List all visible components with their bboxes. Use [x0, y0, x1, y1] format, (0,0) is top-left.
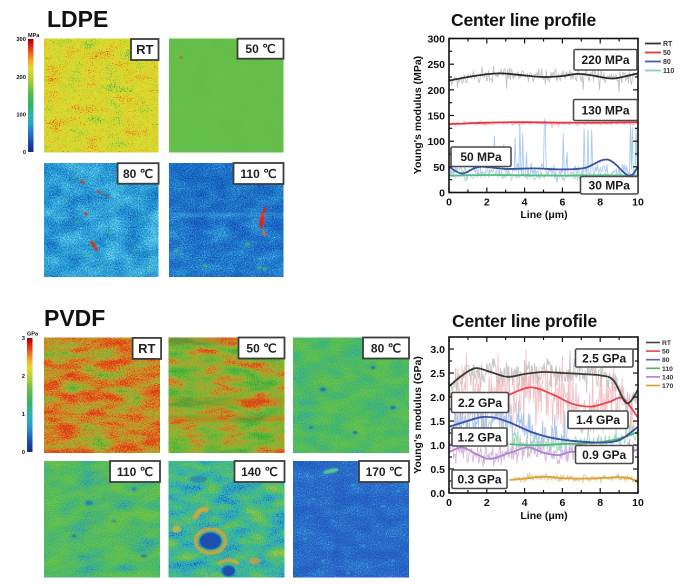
svg-text:100: 100 [427, 136, 445, 148]
svg-text:1: 1 [22, 412, 26, 418]
svg-text:1.5: 1.5 [430, 416, 445, 428]
svg-text:4: 4 [522, 497, 528, 509]
svg-text:RT: RT [662, 340, 672, 347]
svg-text:Young's modulus (MPa): Young's modulus (MPa) [412, 56, 424, 174]
svg-text:0: 0 [446, 497, 452, 509]
svg-text:0: 0 [446, 197, 452, 209]
svg-text:2.5 GPa: 2.5 GPa [582, 351, 626, 365]
svg-text:300: 300 [16, 37, 26, 43]
svg-text:3: 3 [22, 336, 26, 342]
svg-text:GPa: GPa [27, 332, 39, 338]
svg-text:100: 100 [16, 113, 26, 119]
svg-text:220 MPa: 220 MPa [581, 53, 629, 67]
svg-text:250: 250 [427, 59, 445, 71]
svg-text:Line (μm): Line (μm) [520, 209, 567, 221]
svg-text:2.2 GPa: 2.2 GPa [458, 396, 502, 410]
svg-text:30 MPa: 30 MPa [589, 179, 631, 193]
svg-text:170: 170 [662, 383, 674, 390]
svg-text:2: 2 [484, 197, 490, 209]
svg-text:200: 200 [16, 75, 26, 81]
svg-text:0: 0 [23, 150, 26, 156]
svg-text:0: 0 [22, 450, 25, 456]
svg-text:10: 10 [632, 197, 644, 209]
svg-text:6: 6 [559, 497, 565, 509]
svg-text:4: 4 [522, 197, 528, 209]
svg-text:PVDF: PVDF [44, 305, 105, 331]
svg-text:0.0: 0.0 [430, 488, 445, 500]
svg-text:2.0: 2.0 [430, 392, 445, 404]
svg-text:Center line profile: Center line profile [452, 311, 597, 331]
svg-text:50 ℃: 50 ℃ [245, 42, 275, 56]
svg-text:110 ℃: 110 ℃ [240, 167, 276, 181]
svg-text:8: 8 [597, 497, 603, 509]
svg-text:110: 110 [662, 366, 673, 373]
svg-text:300: 300 [427, 34, 445, 46]
svg-text:2.5: 2.5 [430, 368, 445, 380]
svg-text:2: 2 [22, 374, 25, 380]
svg-text:150: 150 [427, 111, 445, 123]
svg-text:Young's modulus (GPa): Young's modulus (GPa) [412, 356, 424, 474]
svg-text:6: 6 [559, 197, 565, 209]
svg-text:140 ℃: 140 ℃ [241, 465, 278, 479]
svg-text:LDPE: LDPE [47, 6, 108, 32]
svg-text:50 MPa: 50 MPa [460, 150, 502, 164]
svg-text:0.3 GPa: 0.3 GPa [457, 473, 501, 487]
svg-text:50: 50 [663, 50, 671, 57]
svg-text:50: 50 [662, 349, 670, 356]
svg-text:1.4 GPa: 1.4 GPa [576, 413, 620, 427]
svg-text:200: 200 [427, 85, 445, 97]
svg-text:80: 80 [663, 59, 671, 66]
svg-text:0: 0 [439, 188, 445, 200]
svg-text:110: 110 [663, 68, 674, 75]
svg-text:110 ℃: 110 ℃ [117, 465, 153, 479]
svg-text:170 ℃: 170 ℃ [366, 465, 403, 479]
svg-text:50: 50 [433, 162, 445, 174]
svg-text:1.2 GPa: 1.2 GPa [457, 430, 501, 444]
svg-text:1.0: 1.0 [430, 440, 445, 452]
svg-text:0.5: 0.5 [430, 464, 445, 476]
svg-text:2: 2 [484, 497, 490, 509]
svg-text:3.0: 3.0 [430, 344, 445, 356]
svg-text:8: 8 [597, 197, 603, 209]
svg-text:10: 10 [632, 497, 644, 509]
svg-text:50 ℃: 50 ℃ [246, 341, 276, 355]
svg-text:130 MPa: 130 MPa [581, 103, 629, 117]
svg-text:0.9 GPa: 0.9 GPa [582, 448, 626, 462]
svg-text:RT: RT [663, 41, 673, 48]
svg-text:80: 80 [662, 357, 670, 364]
svg-text:RT: RT [138, 341, 155, 356]
svg-text:80 ℃: 80 ℃ [371, 341, 401, 355]
svg-text:MPa: MPa [28, 33, 40, 39]
svg-text:140: 140 [662, 374, 674, 381]
svg-text:Line (μm): Line (μm) [520, 510, 567, 522]
svg-text:RT: RT [136, 42, 153, 57]
svg-text:80 ℃: 80 ℃ [123, 167, 153, 181]
svg-text:Center line profile: Center line profile [451, 10, 596, 30]
